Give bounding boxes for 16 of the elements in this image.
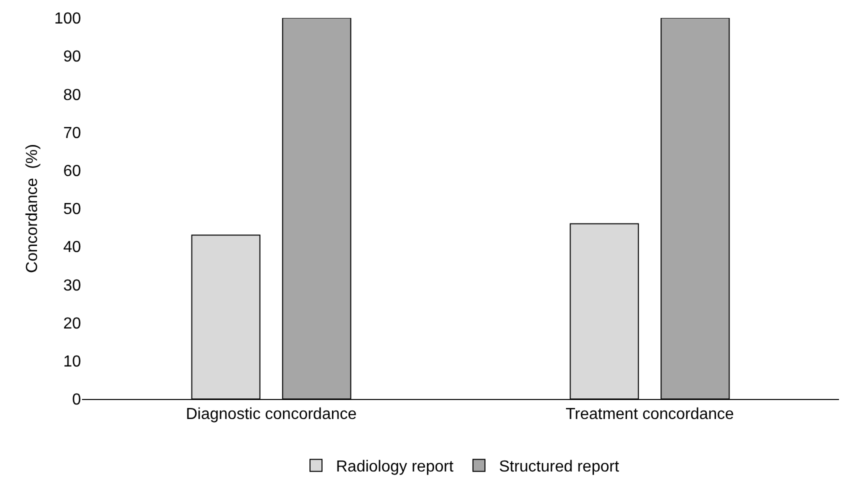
y-tick-label: 30 (63, 277, 82, 294)
legend-label: Structured report (498, 458, 620, 476)
x-tick-label: Treatment concordance (566, 406, 734, 424)
y-tick-label: 100 (54, 10, 82, 28)
y-tick-label: 10 (63, 354, 82, 370)
y-tick-label: 50 (63, 201, 82, 218)
x-tick-label: Diagnostic concordance (186, 406, 357, 424)
y-tick-label: 0 (72, 392, 82, 409)
legend-label: Radiology report (336, 458, 454, 476)
y-tick-label: 60 (63, 163, 82, 180)
y-tick-label: 80 (63, 86, 82, 104)
y-axis-title: Concordance (%) (24, 144, 42, 273)
y-tick-label: 90 (63, 48, 82, 66)
y-tick-label: 40 (63, 239, 82, 256)
y-tick-label: 20 (63, 315, 82, 332)
y-tick-label: 70 (63, 124, 82, 142)
